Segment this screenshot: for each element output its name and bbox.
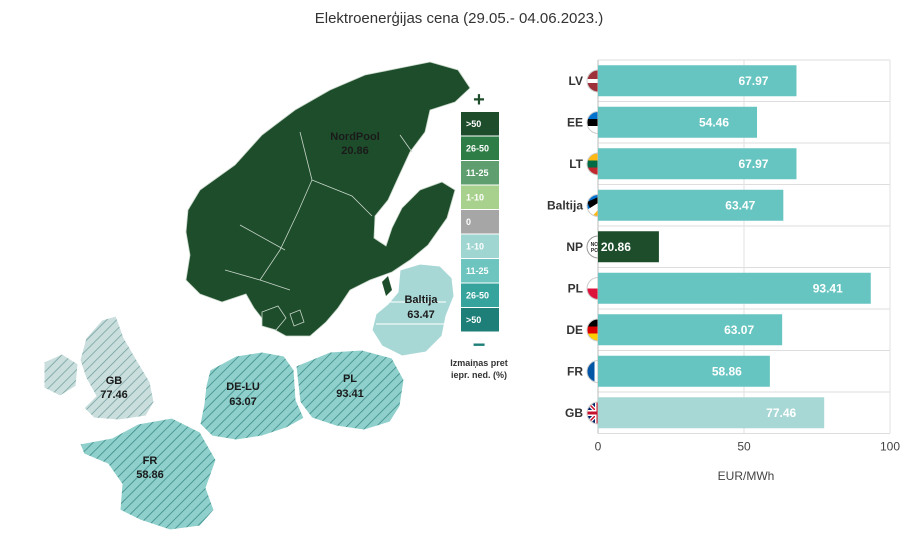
category-label: EE	[567, 115, 583, 129]
value-label: 93.41	[813, 281, 843, 295]
legend-label-8: >50	[466, 315, 481, 325]
legend-swatch-8	[461, 308, 499, 332]
category-label: DE	[566, 323, 583, 337]
bar-lt	[598, 148, 797, 180]
bar-gb	[598, 397, 825, 429]
legend-label-3: 1-10	[466, 192, 484, 202]
category-label: NP	[566, 240, 583, 254]
x-tick-label: 100	[880, 440, 900, 454]
legend-label-5: 1-10	[466, 241, 484, 251]
category-label: FR	[567, 364, 583, 378]
value-label: 58.86	[712, 364, 742, 378]
baltija-borders	[376, 301, 446, 325]
plus-sign: +	[473, 89, 485, 111]
value-label: 54.46	[699, 115, 729, 129]
nordpool-label: NordPool	[330, 131, 380, 143]
gb-value: 77.46	[100, 389, 128, 401]
legend-label-1: 26-50	[466, 143, 489, 153]
category-label: GB	[565, 406, 583, 420]
value-label: 67.97	[738, 157, 768, 171]
category-label: PL	[568, 281, 583, 295]
de-lu-region	[199, 351, 305, 441]
legend-swatch-2	[461, 161, 499, 185]
bar-pl	[598, 272, 871, 304]
europe-price-map: NordPool 20.86 Baltija 63.47 GB 77.46 DE…	[43, 61, 508, 531]
baltija-value: 63.47	[407, 309, 435, 321]
legend-swatch-1	[461, 136, 499, 160]
nordpool-region	[185, 61, 471, 337]
x-tick-label: 50	[737, 440, 751, 454]
nordpool-borders	[224, 131, 413, 291]
legend-label-2: 11-25	[466, 168, 489, 178]
baltija-label: Baltija	[404, 294, 438, 306]
pl-value: 93.41	[336, 388, 364, 400]
value-label: 20.86	[601, 240, 631, 254]
nordpool-value: 20.86	[341, 145, 369, 157]
bar-fr	[598, 355, 770, 387]
category-label: LV	[569, 74, 583, 88]
legend-swatch-6	[461, 259, 499, 283]
legend-label-7: 26-50	[466, 290, 489, 300]
chart-title: Elektroenerģijas cena (29.05.- 04.06.202…	[314, 10, 604, 27]
de-lu-label: DE-LU	[226, 381, 260, 393]
fr-value: 58.86	[136, 469, 164, 481]
legend-caption-line2: iepr. ned. (%)	[451, 370, 507, 380]
gb-region	[79, 315, 155, 421]
value-label: 63.07	[724, 323, 754, 337]
denmark-islands	[261, 305, 305, 331]
category-label: LT	[569, 157, 583, 171]
pl-region	[295, 349, 405, 431]
legend-swatch-5	[461, 234, 499, 258]
de-lu-value: 63.07	[229, 396, 257, 408]
value-label: 77.46	[766, 406, 796, 420]
x-tick-label: 0	[595, 440, 602, 454]
bar-de	[598, 314, 783, 346]
value-label: 67.97	[738, 74, 768, 88]
legend-swatch-3	[461, 185, 499, 209]
minus-sign: −	[473, 332, 486, 357]
bar-np	[598, 231, 659, 263]
legend-swatch-0	[461, 112, 499, 136]
ireland-region	[43, 353, 79, 397]
bar-lv	[598, 65, 797, 97]
legend-label-4: 0	[466, 217, 471, 227]
legend-caption-line1: Izmaiņas pret	[450, 358, 508, 368]
legend-swatch-4	[461, 210, 499, 234]
pl-label: PL	[343, 373, 357, 385]
legend-swatch-7	[461, 283, 499, 307]
legend-label-6: 11-25	[466, 266, 489, 276]
value-label: 63.47	[725, 198, 755, 212]
gotland-island	[382, 276, 392, 296]
gb-label: GB	[106, 375, 123, 387]
fr-region	[79, 417, 217, 531]
price-bar-chart: NORD POOL	[547, 59, 900, 483]
baltija-region	[371, 263, 455, 357]
fr-label: FR	[143, 455, 158, 467]
bar-baltija	[598, 189, 784, 221]
category-label: Baltija	[547, 198, 583, 212]
legend-label-0: >50	[466, 119, 481, 129]
x-axis-label: EUR/MWh	[718, 469, 775, 483]
bar-ee	[598, 106, 758, 138]
